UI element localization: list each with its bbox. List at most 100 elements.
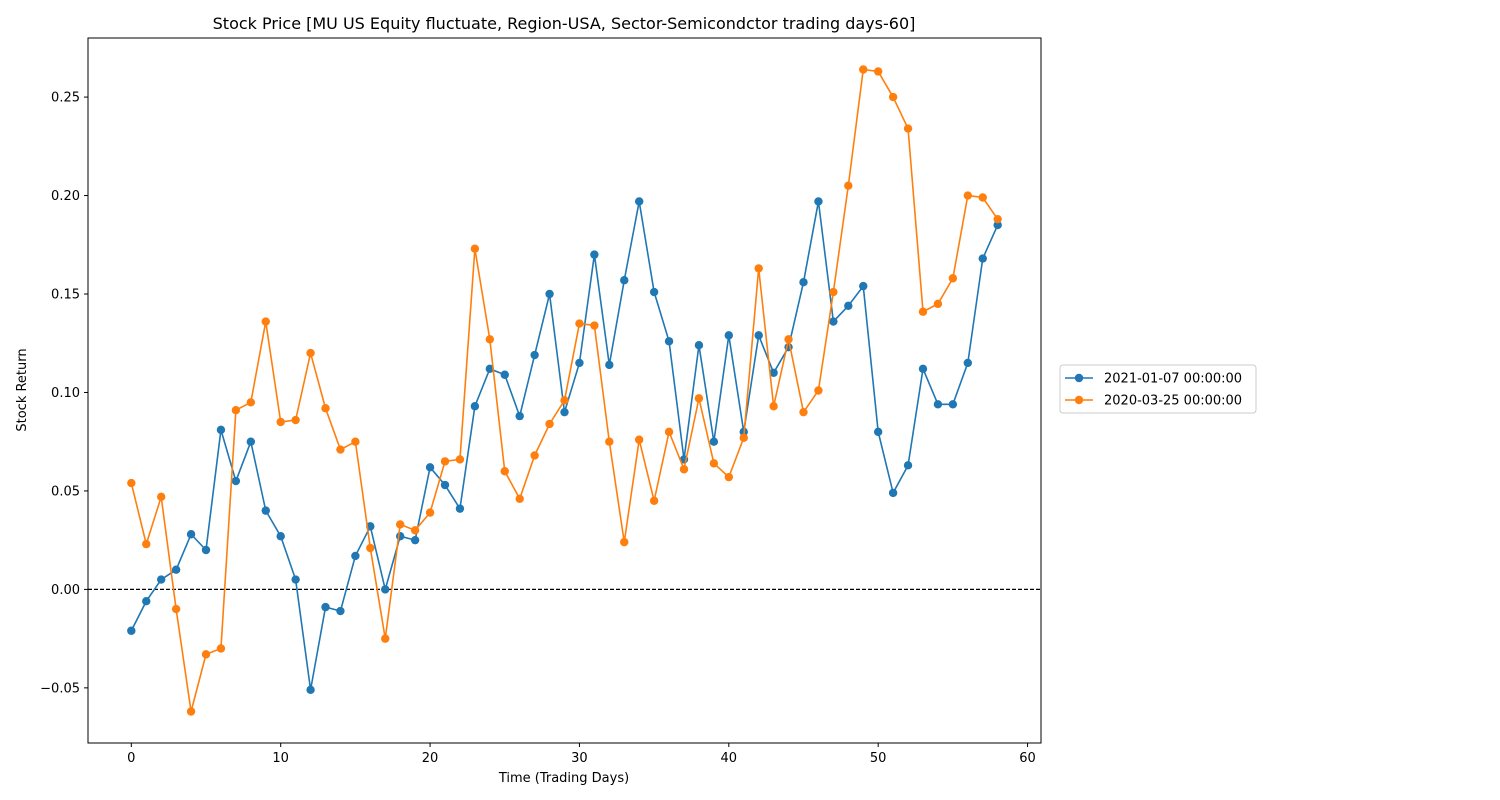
data-point xyxy=(545,419,554,429)
data-point xyxy=(769,368,778,377)
data-point xyxy=(291,415,300,425)
data-point xyxy=(171,565,181,574)
data-point xyxy=(814,386,823,395)
data-point xyxy=(515,494,524,504)
data-point xyxy=(769,402,778,411)
data-point xyxy=(620,276,629,285)
y-tick-label: 0.15 xyxy=(51,288,80,303)
y-tick-label: 0.25 xyxy=(51,91,80,106)
data-point xyxy=(694,394,704,403)
data-point xyxy=(216,425,226,435)
data-point xyxy=(500,370,509,379)
data-point xyxy=(978,254,987,263)
legend-marker xyxy=(1074,395,1084,405)
data-point xyxy=(575,319,584,328)
data-point xyxy=(948,400,958,409)
data-point xyxy=(754,264,763,273)
data-point xyxy=(440,457,450,466)
series-2 xyxy=(127,65,1002,716)
data-point xyxy=(231,476,241,486)
data-point xyxy=(649,287,659,297)
legend-label: 2020-03-25 00:00:00 xyxy=(1104,394,1242,409)
data-point xyxy=(246,398,256,407)
data-point xyxy=(156,575,166,584)
data-point xyxy=(649,496,659,505)
data-point xyxy=(575,358,584,368)
data-point xyxy=(739,433,748,442)
data-point xyxy=(844,181,853,190)
data-point xyxy=(873,67,883,76)
data-point xyxy=(336,606,345,616)
data-point xyxy=(709,437,719,446)
x-tick-label: 60 xyxy=(1019,751,1036,766)
data-point xyxy=(829,287,838,297)
data-point xyxy=(291,575,300,584)
series-line xyxy=(130,201,999,690)
data-point xyxy=(694,341,704,350)
data-point xyxy=(888,488,898,498)
x-axis-label: Time (Trading Days) xyxy=(498,771,629,786)
data-point xyxy=(993,214,1002,224)
x-tick-label: 50 xyxy=(870,751,887,766)
data-point xyxy=(142,597,151,606)
plot-frame xyxy=(87,37,1042,744)
series-1 xyxy=(127,197,1002,695)
data-point xyxy=(978,193,987,202)
data-point xyxy=(216,644,226,653)
data-point xyxy=(530,451,539,460)
data-point xyxy=(201,545,211,555)
data-point xyxy=(470,402,480,411)
data-point xyxy=(590,321,599,330)
data-point xyxy=(903,461,913,470)
series-group xyxy=(127,65,1002,716)
data-point xyxy=(560,407,569,417)
x-axis-ticks: 0 10 20 30 40 50 60 xyxy=(127,743,1036,766)
data-point xyxy=(545,289,554,299)
data-point xyxy=(993,220,1002,230)
data-point xyxy=(844,301,853,311)
y-tick-label: 0.05 xyxy=(51,484,80,499)
data-point xyxy=(888,92,898,102)
data-point xyxy=(455,504,465,513)
data-point xyxy=(261,506,270,515)
x-tick-label: 0 xyxy=(127,751,135,766)
data-point xyxy=(246,437,256,446)
chart-title: Stock Price [MU US Equity fluctuate, Reg… xyxy=(213,14,916,33)
data-point xyxy=(799,277,808,287)
legend-marker xyxy=(1074,373,1084,383)
x-tick-label: 30 xyxy=(571,751,588,766)
y-tick-label: 0.00 xyxy=(51,583,80,598)
data-point xyxy=(948,274,958,283)
data-point xyxy=(873,427,883,437)
data-point xyxy=(142,539,151,549)
data-point xyxy=(156,492,166,502)
data-point xyxy=(485,335,495,344)
data-point xyxy=(276,417,285,427)
data-point xyxy=(634,435,644,444)
data-point xyxy=(918,364,928,374)
data-point xyxy=(605,437,614,446)
legend: 2021-01-07 00:00:00 2020-03-25 00:00:00 xyxy=(1059,364,1257,414)
data-point xyxy=(500,467,509,476)
data-point xyxy=(515,411,524,421)
data-point xyxy=(306,348,315,358)
data-point xyxy=(381,585,390,594)
data-point xyxy=(859,281,868,291)
x-tick-label: 10 xyxy=(272,751,289,766)
data-point xyxy=(963,358,973,368)
data-point xyxy=(410,526,420,535)
data-point xyxy=(261,317,270,326)
data-point xyxy=(829,317,838,326)
data-point xyxy=(679,465,689,474)
legend-item: 2020-03-25 00:00:00 xyxy=(1065,394,1242,409)
data-point xyxy=(859,65,868,74)
x-tick-label: 40 xyxy=(721,751,738,766)
data-point xyxy=(410,535,420,545)
data-point xyxy=(784,335,793,344)
x-tick-label: 20 xyxy=(422,751,439,766)
data-point xyxy=(605,360,614,370)
data-point xyxy=(395,532,405,541)
data-point xyxy=(321,404,330,413)
legend-item: 2021-01-07 00:00:00 xyxy=(1065,372,1242,387)
